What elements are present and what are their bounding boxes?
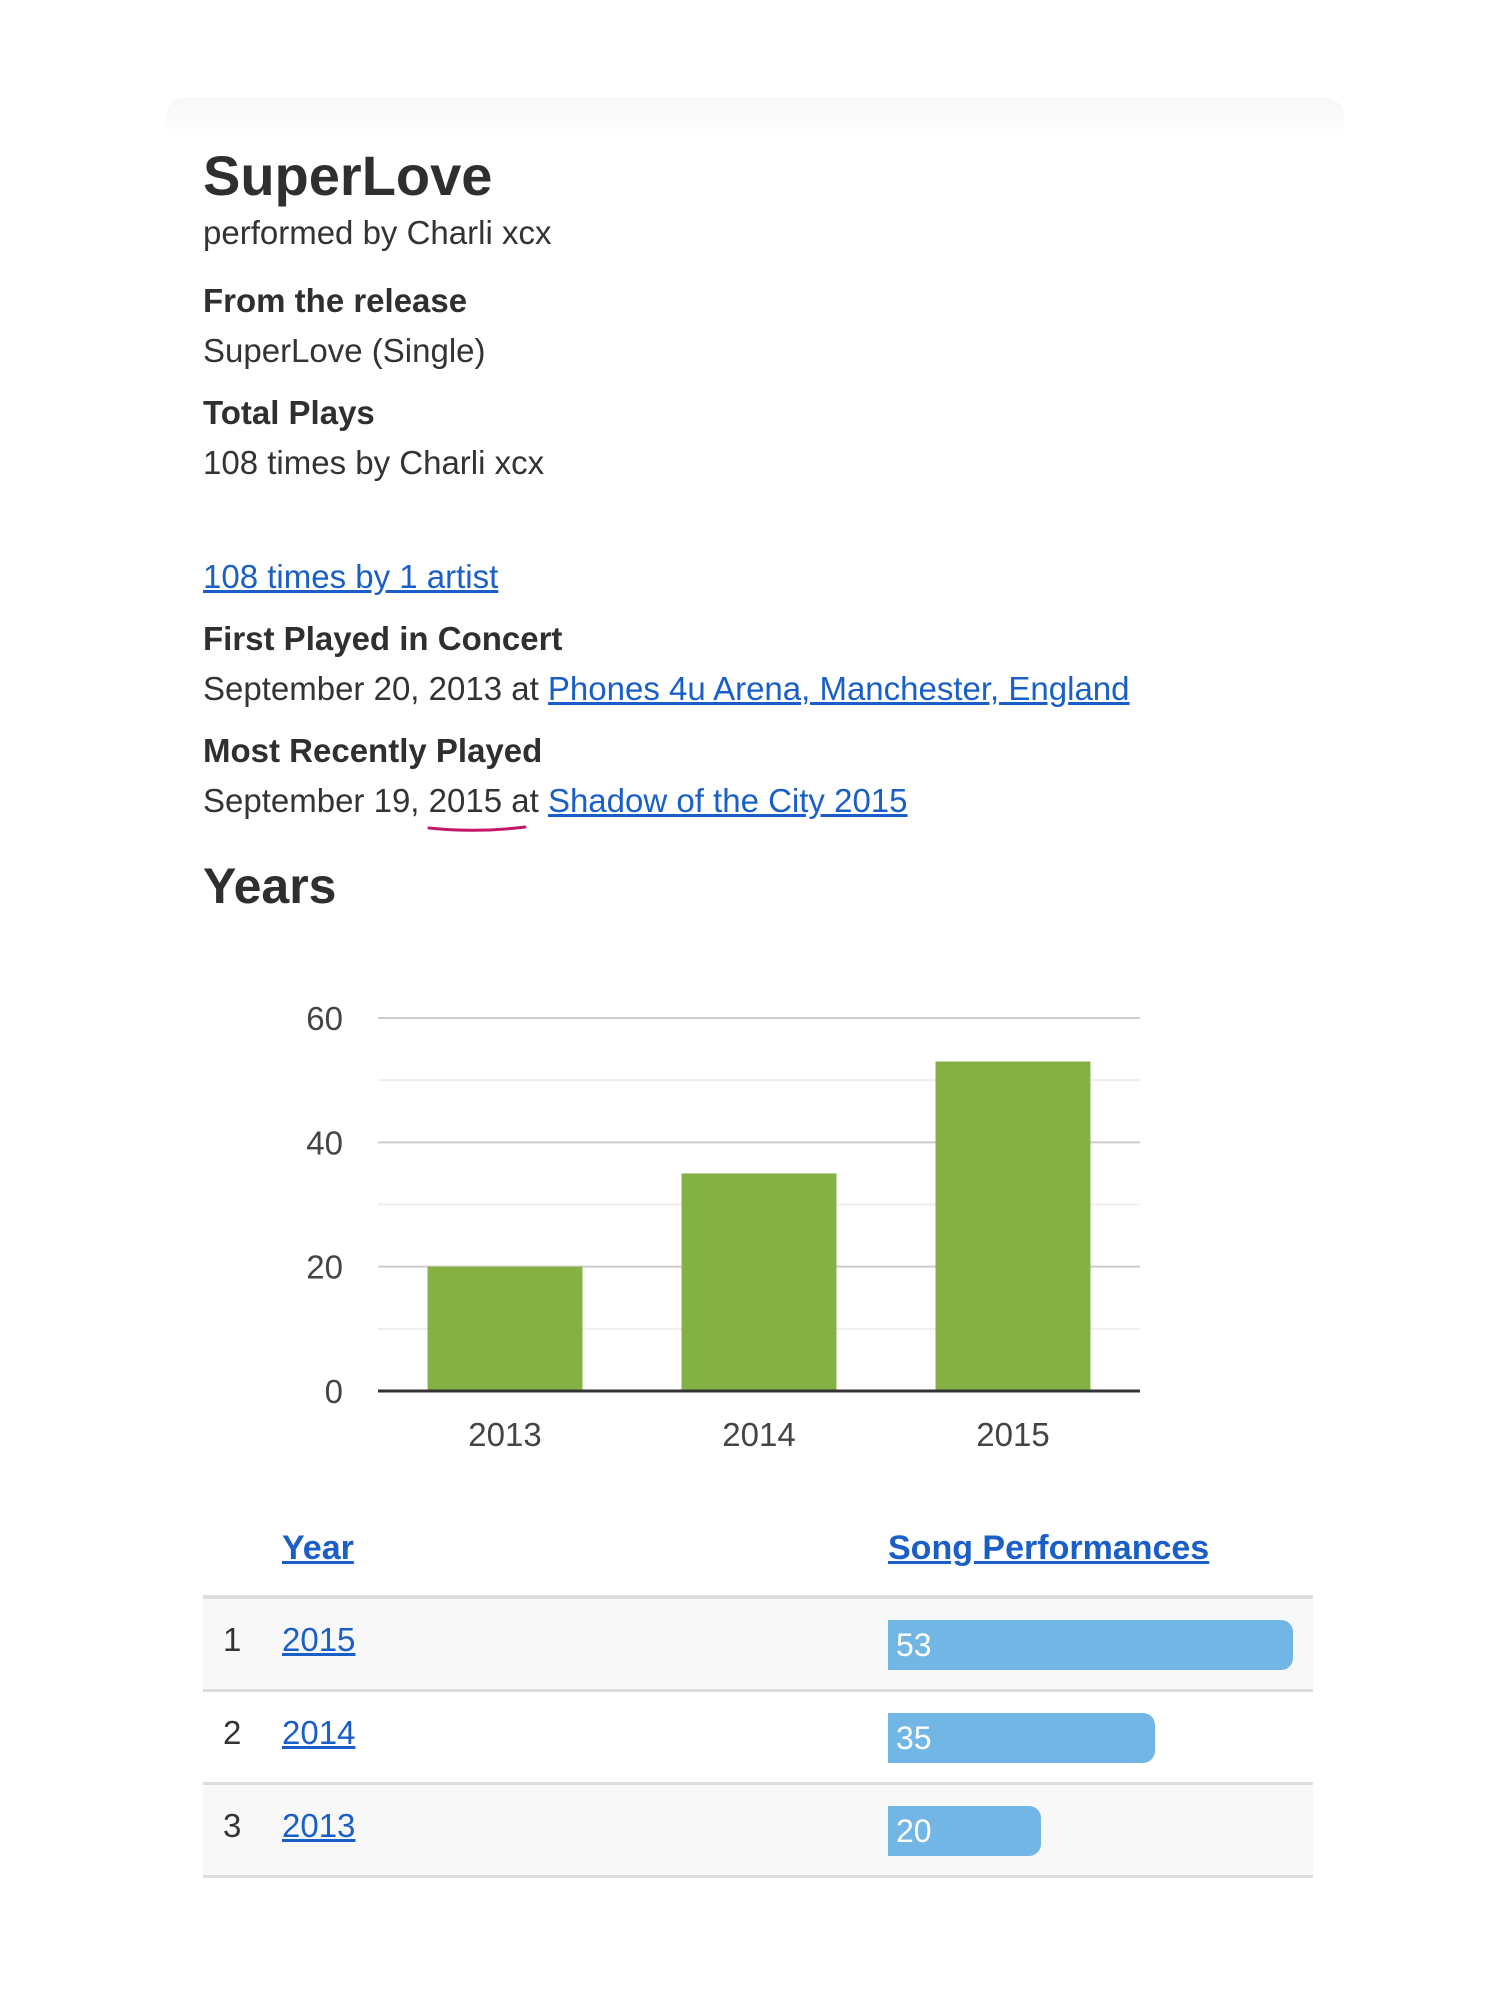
most-recent-venue-link[interactable]: Shadow of the City 2015 (547, 782, 908, 819)
row-performance-bar: 35 (888, 1713, 1155, 1763)
year-column-header[interactable]: Year (282, 1529, 354, 1567)
bar-2014 (681, 1173, 837, 1391)
release-label: From the release (203, 282, 468, 319)
row-year-link[interactable]: 2014 (282, 1714, 356, 1751)
artists-link[interactable]: 108 times by 1 artist (203, 558, 499, 595)
row-performance-bar: 20 (888, 1806, 1041, 1856)
most-recent-line: September 19, 2015 at Shadow of the City… (203, 780, 1323, 832)
most-recent-date-prefix: September 19, (203, 782, 420, 819)
first-played-line: September 20, 2013 at Phones 4u Arena, M… (203, 668, 1323, 710)
y-tick-label: 60 (306, 1000, 343, 1037)
most-recent-label: Most Recently Played (203, 732, 543, 769)
bar-2015 (935, 1061, 1091, 1391)
table-row: 2 2014 35 (203, 1692, 1313, 1785)
most-recent-year-highlight: 2015 (427, 780, 527, 832)
song-title: SuperLove (203, 144, 493, 207)
row-year-link[interactable]: 2013 (282, 1807, 356, 1844)
performer-line: performed by Charli xcx (203, 214, 552, 251)
card-top-edge (165, 98, 1345, 138)
x-tick-label: 2014 (722, 1416, 795, 1453)
y-tick-label: 20 (306, 1249, 343, 1286)
years-section-title: Years (203, 858, 337, 914)
bar-2013 (427, 1266, 583, 1391)
first-played-date: September 20, 2013 (203, 670, 503, 707)
y-tick-label: 40 (306, 1124, 343, 1161)
song-details: SuperLove performed by Charli xcx From t… (203, 140, 1323, 916)
table-header: Year Song Performances (203, 1515, 1313, 1599)
first-played-venue-link[interactable]: Phones 4u Arena, Manchester, England (547, 670, 1130, 707)
row-performance-bar: 53 (888, 1620, 1293, 1670)
performances-column-header[interactable]: Song Performances (888, 1529, 1210, 1567)
x-tick-label: 2013 (468, 1416, 541, 1453)
table-row: 1 2015 53 (203, 1599, 1313, 1692)
total-plays-value: 108 times by Charli xcx (203, 444, 545, 481)
x-tick-label: 2015 (976, 1416, 1049, 1453)
table-row: 3 2013 20 (203, 1785, 1313, 1878)
total-plays-label: Total Plays (203, 394, 375, 431)
years-bar-chart: 0 20 40 60 2013 2014 2015 (306, 1000, 1140, 1453)
table-body: 1 2015 53 2 2014 35 3 2013 20 (203, 1599, 1313, 1878)
y-tick-label: 0 (325, 1373, 343, 1410)
first-played-label: First Played in Concert (203, 620, 563, 657)
handdrawn-underline-annotation (427, 825, 527, 832)
first-played-at: at (511, 670, 539, 707)
most-recent-year: 2015 (428, 782, 503, 819)
row-rank: 1 (223, 1621, 242, 1658)
most-recent-at: at (511, 782, 539, 819)
row-rank: 3 (223, 1807, 242, 1844)
years-table: Year Song Performances 1 2015 53 2 2014 35 3 20… (203, 1515, 1313, 1878)
row-year-link[interactable]: 2015 (282, 1621, 356, 1658)
row-rank: 2 (223, 1714, 242, 1751)
release-value: SuperLove (Single) (203, 332, 486, 369)
